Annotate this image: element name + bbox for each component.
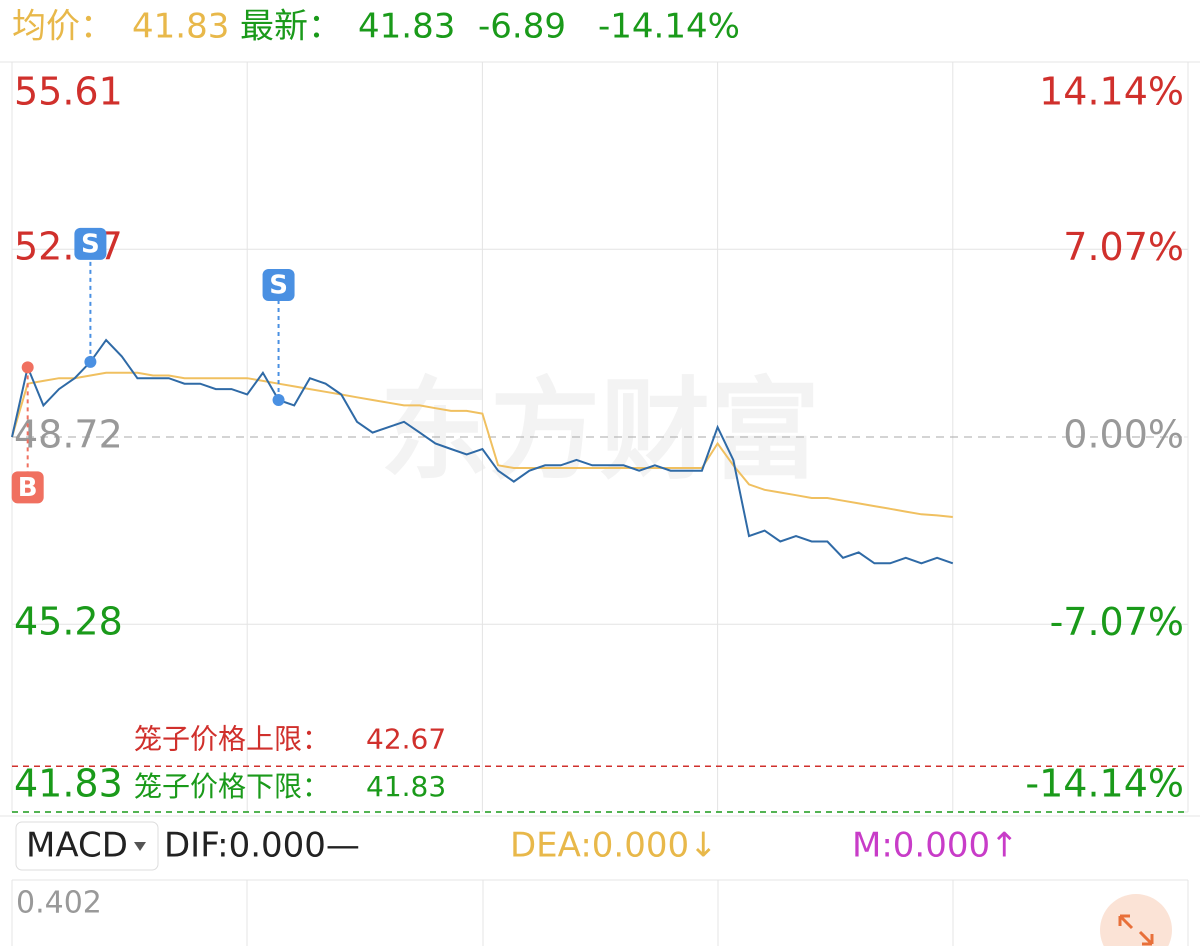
dif: DIF:0.000— [164,826,360,866]
watermark: 东方财富 [380,366,820,494]
last-label: 最新： [240,7,342,47]
y2-tick-label: 14.14% [1039,70,1184,114]
dropdown-arrow[interactable] [134,842,146,851]
macd-axis-label: 0.402 [16,886,102,921]
limit-label: 笼子价格下限： [134,770,330,803]
y-tick-label: 48.72 [14,413,123,457]
macd-bar: MACD DIF:0.000— DEA:0.000↓ M:0.000↑ [15,821,1019,871]
signal-badge [74,227,107,260]
expand-button[interactable] [1100,894,1172,946]
y2-tick-label: -7.07% [1050,600,1184,644]
macd-selector[interactable] [15,821,159,871]
signal-dot [21,361,34,374]
limit-value: 42.67 [366,722,446,755]
y-tick-label: 41.83 [14,762,123,806]
y2-tick-label: 0.00% [1063,413,1184,457]
expand-icon[interactable] [1118,914,1154,946]
dea: DEA:0.000↓ [510,826,718,866]
header: 均价： 41.83 最新： 41.83 -6.89 -14.14% [12,7,740,47]
macd-pane: 0.402 [11,879,1189,946]
avg-value: 41.83 [132,7,229,47]
limit-label: 笼子价格上限： [134,722,330,755]
y-tick-label: 52.17 [14,225,123,269]
signal-dot [84,355,97,368]
y-tick-label: 55.61 [14,70,123,114]
series-line [11,371,953,518]
m: M:0.000↑ [852,826,1019,866]
last-value: 41.83 [358,7,455,47]
signal-label: S [81,229,100,259]
plot: 41.83 45.28 48.72 52.17 55.61 -14.14% -7.07% 0.… [11,61,1189,813]
y2-tick-label: -14.14% [1025,762,1184,806]
signal-dot [272,393,285,406]
y2-tick-label: 7.07% [1063,225,1184,269]
signal-label: S [269,270,288,300]
signal-badge [11,471,44,504]
signal-label: B [18,473,38,503]
change-pct: -14.14% [598,7,740,47]
signal-badge [262,268,295,301]
change: -6.89 [478,7,566,47]
series-line [11,338,954,565]
macd-selector-label[interactable]: MACD [26,826,128,866]
y-tick-label: 45.28 [14,600,123,644]
limit-value: 41.83 [366,770,446,803]
avg-label: 均价： [12,7,114,47]
